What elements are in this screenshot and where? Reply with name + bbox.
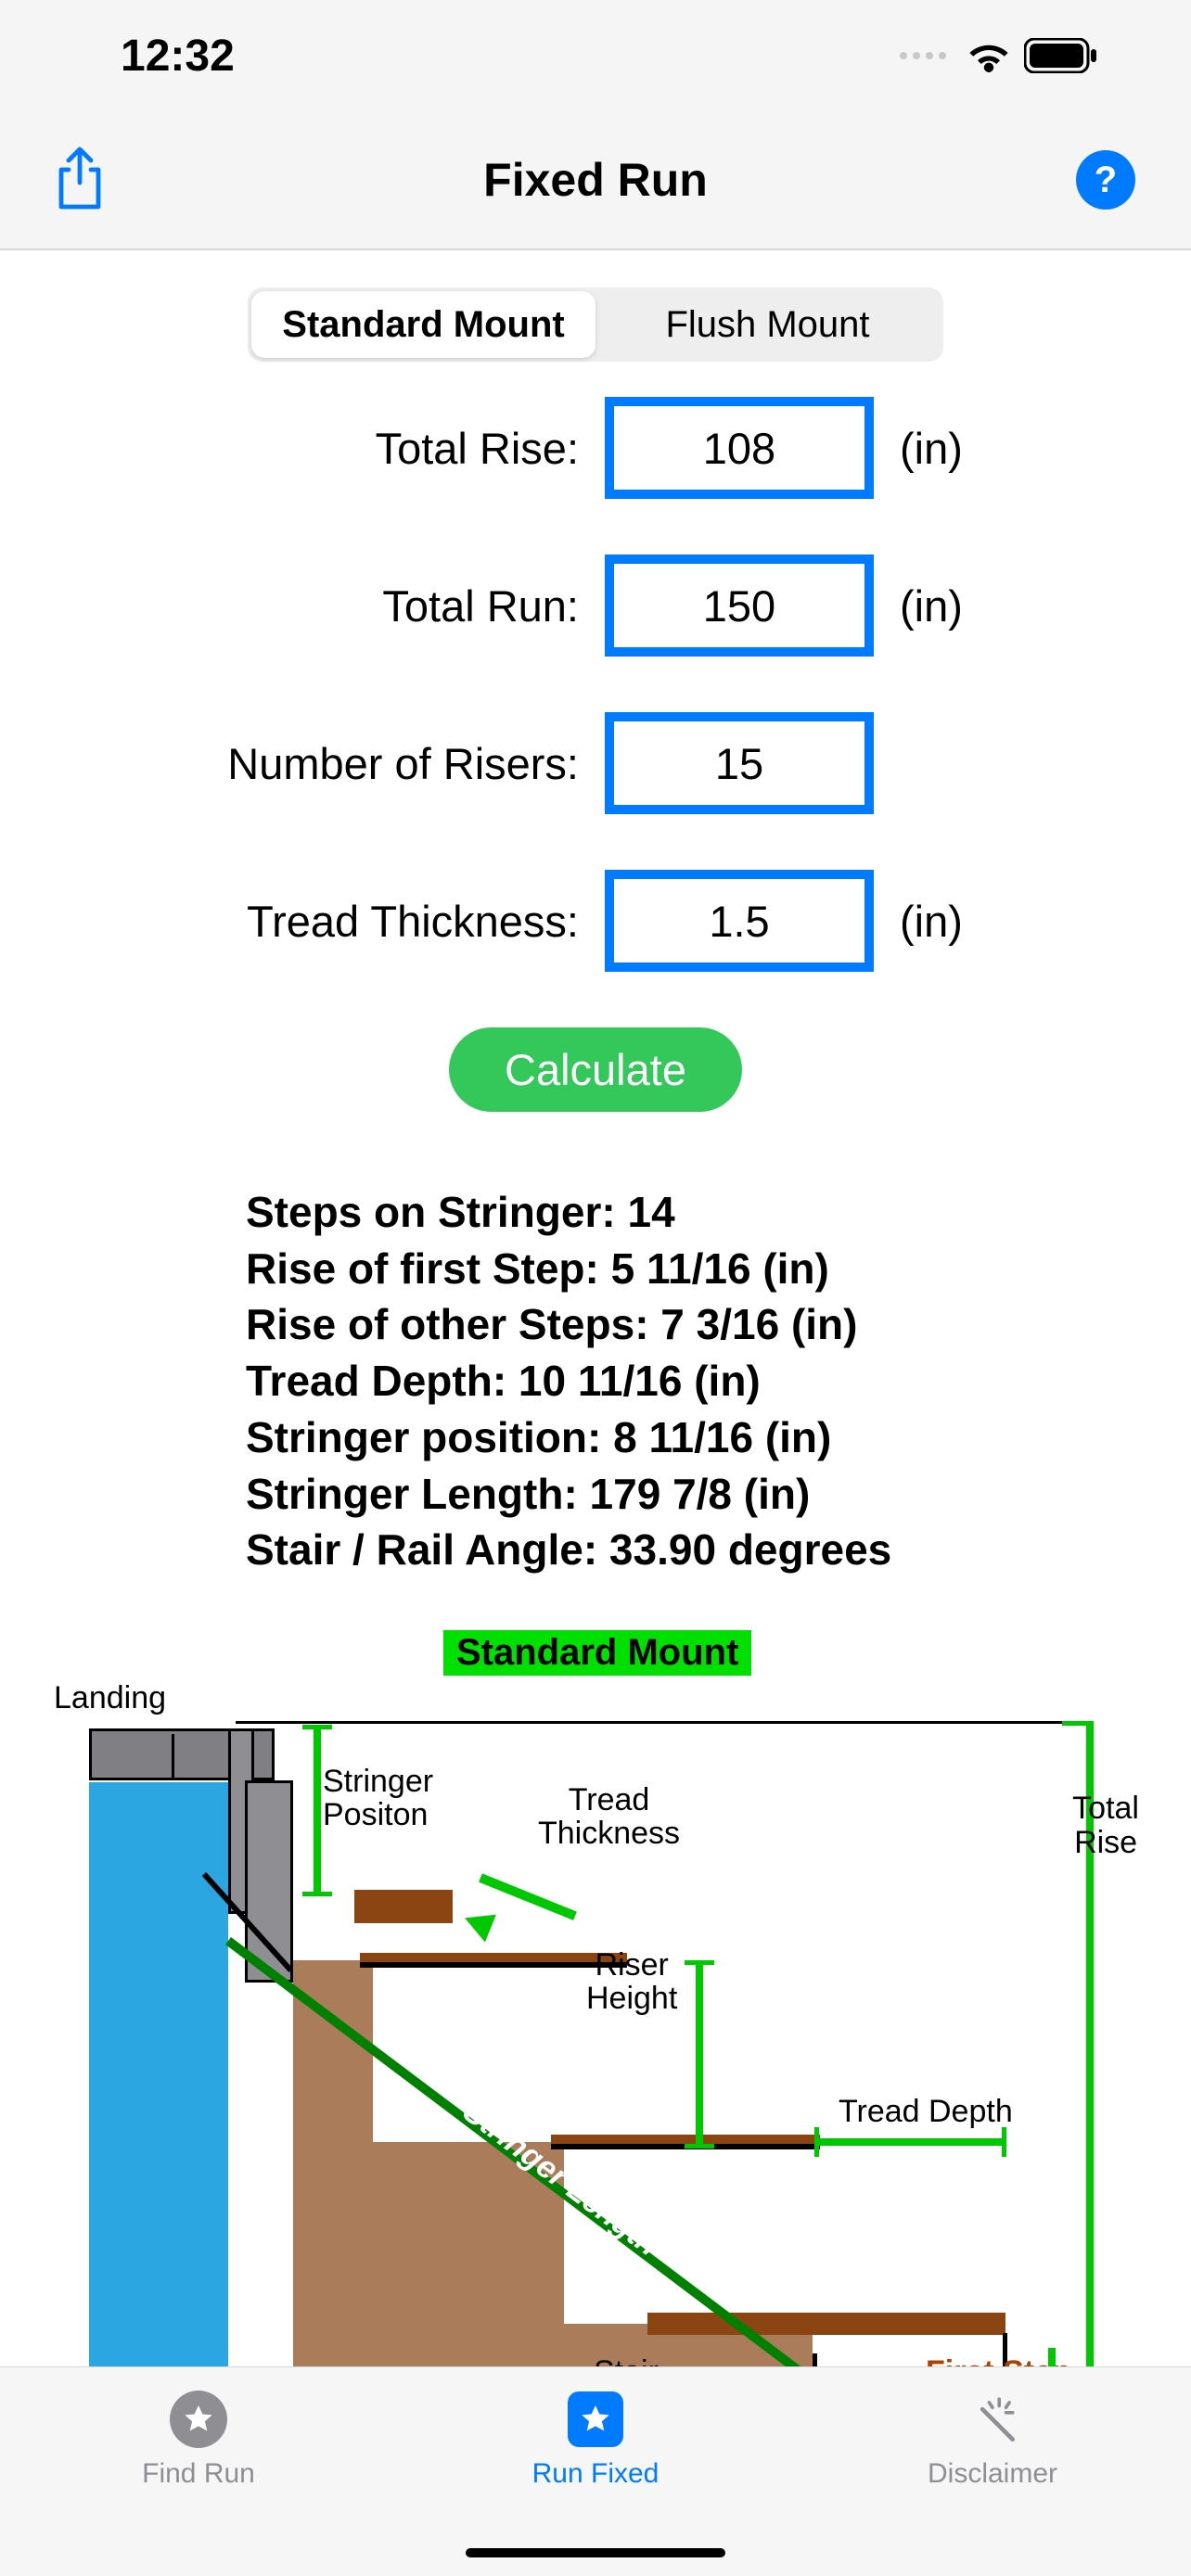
tab-label-disclaimer: Disclaimer bbox=[928, 2458, 1057, 2490]
diagram-label-tread-depth: Tread Depth bbox=[839, 2094, 1013, 2130]
result-tread-depth: Tread Depth: 10 11/16 (in) bbox=[246, 1353, 1155, 1409]
row-num-risers: Number of Risers: 15 bbox=[0, 712, 1191, 814]
diagram-riser-height-cap1 bbox=[685, 1960, 714, 1965]
status-bar: 12:32 bbox=[0, 0, 1191, 111]
diagram-riser-height-cap2 bbox=[685, 2144, 714, 2149]
diagram-label-total-rise-1: Total bbox=[1072, 1792, 1139, 1826]
result-rise-other-steps: Rise of other Steps: 7 3/16 (in) bbox=[246, 1296, 1155, 1353]
result-rise-first-step: Rise of first Step: 5 11/16 (in) bbox=[246, 1241, 1155, 1297]
home-indicator bbox=[466, 2548, 725, 2557]
diagram-label-riser-height-2: Height bbox=[586, 1983, 677, 2016]
content: Standard Mount Flush Mount Total Rise: 1… bbox=[0, 250, 1191, 2385]
diagram-label-total-rise-2: Rise bbox=[1072, 1826, 1139, 1860]
tab-label-find-run: Find Run bbox=[142, 2458, 255, 2490]
label-tread-thickness: Tread Thickness: bbox=[171, 896, 579, 947]
diagram-label-stringer-position: Stringer Positon bbox=[323, 1766, 433, 1831]
status-right bbox=[900, 38, 1098, 73]
share-button[interactable] bbox=[56, 146, 104, 215]
diagram-badge: Standard Mount bbox=[443, 1630, 751, 1676]
diagram-tread-depth-bar bbox=[814, 2138, 1005, 2146]
label-total-run: Total Run: bbox=[171, 580, 579, 631]
cellular-dots-icon bbox=[900, 52, 946, 59]
wand-icon bbox=[963, 2390, 1022, 2449]
share-icon bbox=[56, 146, 104, 210]
unit-total-run: (in) bbox=[900, 580, 1020, 631]
diagram-topline bbox=[236, 1721, 1072, 1724]
diagram-tread-depth-cap2 bbox=[1002, 2127, 1006, 2157]
row-tread-thickness: Tread Thickness: 1.5 (in) bbox=[0, 870, 1191, 972]
input-total-run[interactable]: 150 bbox=[605, 555, 874, 657]
input-total-rise[interactable]: 108 bbox=[605, 397, 874, 499]
unit-total-rise: (in) bbox=[900, 423, 1020, 474]
diagram-label-stringer-position-1: Stringer bbox=[323, 1766, 433, 1799]
diagram-tread-depth-cap1 bbox=[814, 2127, 819, 2157]
result-stringer-position: Stringer position: 8 11/16 (in) bbox=[246, 1409, 1155, 1466]
diagram-label-riser-height: Riser Height bbox=[586, 1949, 677, 2015]
diagram-stringer-pos-cap1 bbox=[302, 1725, 332, 1729]
result-steps-on-stringer: Steps on Stringer: 14 bbox=[246, 1184, 1155, 1241]
nav-bar: Fixed Run ? bbox=[0, 111, 1191, 250]
diagram-label-tread-thickness-1: Tread bbox=[538, 1784, 680, 1817]
star-square-icon bbox=[566, 2390, 625, 2449]
diagram-label-landing: Landing bbox=[54, 1680, 166, 1716]
segment-flush-mount[interactable]: Flush Mount bbox=[596, 291, 940, 358]
results-block: Steps on Stringer: 14 Rise of first Step… bbox=[246, 1184, 1155, 1578]
tab-find-run[interactable]: Find Run bbox=[0, 2390, 397, 2576]
help-button[interactable]: ? bbox=[1076, 150, 1135, 210]
diagram-riser-height-bar bbox=[696, 1960, 703, 2144]
tab-label-run-fixed: Run Fixed bbox=[532, 2458, 660, 2490]
tab-disclaimer[interactable]: Disclaimer bbox=[794, 2390, 1191, 2576]
result-stringer-length: Stringer Length: 179 7/8 (in) bbox=[246, 1466, 1155, 1523]
unit-tread-thickness: (in) bbox=[900, 896, 1020, 947]
diagram-stringer-pos-bar bbox=[314, 1725, 321, 1892]
row-total-run: Total Run: 150 (in) bbox=[0, 555, 1191, 657]
diagram-label-riser-height-1: Riser bbox=[586, 1949, 677, 1983]
diagram-label-tread-thickness-2: Thickness bbox=[538, 1817, 680, 1851]
wifi-icon bbox=[967, 39, 1011, 72]
label-num-risers: Number of Risers: bbox=[171, 738, 579, 789]
diagram-label-tread-thickness: Tread Thickness bbox=[538, 1784, 680, 1850]
input-tread-thickness[interactable]: 1.5 bbox=[605, 870, 874, 972]
label-total-rise: Total Rise: bbox=[171, 423, 579, 474]
help-icon: ? bbox=[1095, 159, 1117, 201]
status-time: 12:32 bbox=[121, 31, 235, 82]
page-title: Fixed Run bbox=[0, 153, 1191, 207]
diagram-label-stringer-position-2: Positon bbox=[323, 1799, 433, 1832]
battery-icon bbox=[1024, 38, 1098, 73]
diagram-label-total-rise: Total Rise bbox=[1072, 1792, 1139, 1861]
segment-standard-mount[interactable]: Standard Mount bbox=[251, 291, 596, 358]
stair-diagram: Standard Mount Landing Total Rise String… bbox=[0, 1625, 1191, 2385]
input-num-risers[interactable]: 15 bbox=[605, 712, 874, 814]
diagram-total-rise-cap bbox=[1062, 1721, 1094, 1726]
star-circle-icon bbox=[169, 2390, 228, 2449]
mount-segmented-control: Standard Mount Flush Mount bbox=[248, 287, 943, 362]
calculate-button[interactable]: Calculate bbox=[449, 1027, 742, 1112]
result-stair-angle: Stair / Rail Angle: 33.90 degrees bbox=[246, 1522, 1155, 1578]
tab-bar: Find Run Run Fixed Disclaimer bbox=[0, 2366, 1191, 2576]
row-total-rise: Total Rise: 108 (in) bbox=[0, 397, 1191, 499]
